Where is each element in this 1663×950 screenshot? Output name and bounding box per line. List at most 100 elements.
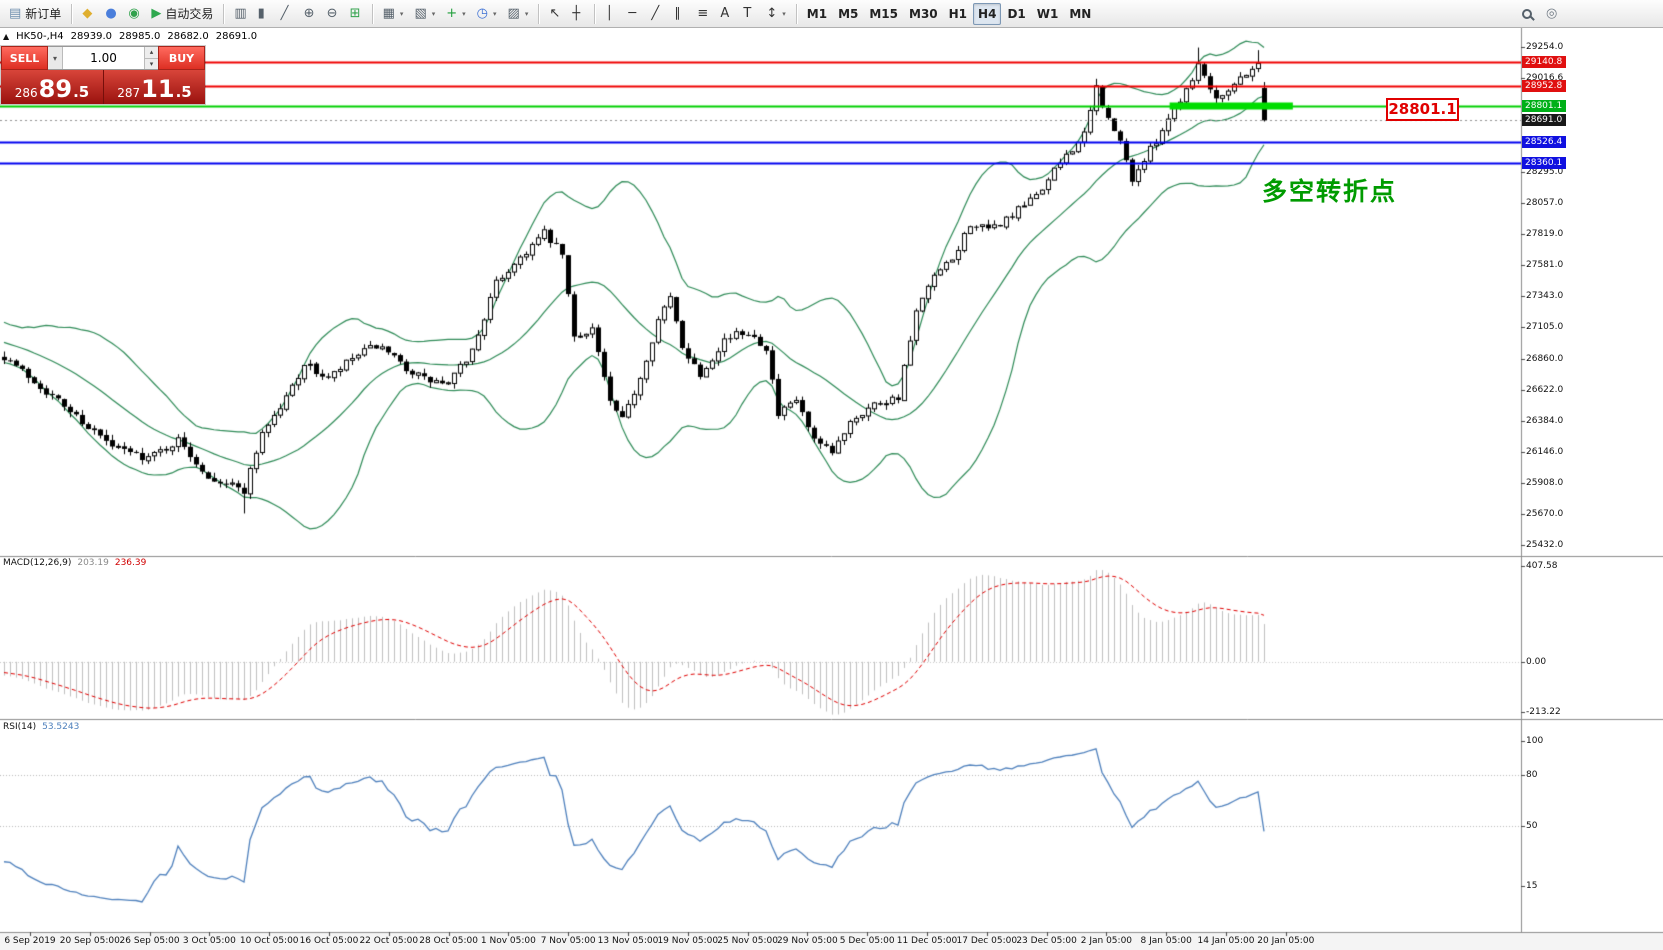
macd-main-value: 203.19 <box>77 558 109 568</box>
time-axis-label: 14 Jan 05:00 <box>1197 936 1255 946</box>
horizontal-line-button[interactable]: ─ <box>623 3 645 25</box>
sell-price-display[interactable]: 286 89 .5 <box>1 70 103 104</box>
templates-button[interactable]: ▨ ▾ <box>503 3 534 25</box>
macd-axis-tick-label: 0.00 <box>1526 656 1547 667</box>
text-button[interactable]: A <box>715 3 737 25</box>
indicators-plus-icon: + <box>446 6 458 21</box>
label-button[interactable]: T <box>738 3 760 25</box>
time-axis-label: 23 Dec 05:00 <box>1016 936 1077 946</box>
time-axis-label: 3 Oct 05:00 <box>182 936 236 946</box>
search-button[interactable] <box>1517 3 1539 25</box>
cursor-button[interactable]: ↖ <box>544 3 566 25</box>
timeframe-m15-button[interactable]: M15 <box>864 3 903 25</box>
autotrading-button[interactable]: ▶ 自动交易 <box>146 3 218 25</box>
toolbar-separator <box>538 3 540 24</box>
toolbar-right-group: ◎ <box>1517 3 1563 25</box>
volume-spinner[interactable]: ▴ ▾ <box>144 47 158 69</box>
bar-chart-button[interactable]: ▥ <box>229 3 251 25</box>
zoom-in-icon: ⊕ <box>303 6 315 21</box>
new-chart-button[interactable]: ▦ ▾ <box>378 3 409 25</box>
time-axis-label: 26 Sep 05:00 <box>119 936 180 946</box>
time-axis-label: 2 Jan 05:00 <box>1080 936 1133 946</box>
sell-price-big-digits: 89 <box>38 75 73 103</box>
line-chart-button[interactable]: ╱ <box>276 3 298 25</box>
timeframe-h1-button[interactable]: H1 <box>944 3 972 25</box>
crosshair-button[interactable]: ┼ <box>567 3 589 25</box>
timeframe-w1-button[interactable]: W1 <box>1032 3 1064 25</box>
sell-price-pip: .5 <box>73 83 90 101</box>
timeframe-m30-button[interactable]: M30 <box>904 3 943 25</box>
dropdown-caret-icon: ▾ <box>493 9 497 18</box>
timeframe-d1-button[interactable]: D1 <box>1002 3 1030 25</box>
price-level-badge: 28360.1 <box>1522 157 1566 170</box>
fibonacci-button[interactable]: ≡ <box>692 3 714 25</box>
candlestick-chart-button[interactable]: ▮ <box>253 3 275 25</box>
volume-increase-icon[interactable]: ▴ <box>145 47 158 58</box>
macd-signal-value: 236.39 <box>114 558 147 568</box>
horizontal-line-icon: ─ <box>628 6 637 21</box>
community-button[interactable]: ● <box>100 3 122 25</box>
periods-button[interactable]: ◷ ▾ <box>472 3 502 25</box>
arrows-button[interactable]: ↕ ▾ <box>761 3 790 25</box>
trendline-button[interactable]: ╱ <box>646 3 668 25</box>
macd-axis-tick-label: -213.22 <box>1526 706 1561 717</box>
zoom-out-button[interactable]: ⊖ <box>322 3 344 25</box>
macd-label: MACD(12,26,9) <box>3 558 72 568</box>
indicators-button[interactable]: + ▾ <box>441 3 470 25</box>
quick-help-button[interactable]: ◎ <box>1541 3 1563 25</box>
price-axis-tick-label: 25908.0 <box>1526 477 1564 488</box>
price-axis-tick-label: 27581.0 <box>1526 259 1564 270</box>
time-axis-label: 17 Dec 05:00 <box>956 936 1018 946</box>
timeframe-mn-button[interactable]: MN <box>1064 3 1096 25</box>
fibonacci-icon: ≡ <box>697 6 709 21</box>
price-level-callout[interactable]: 28801.1 <box>1386 98 1459 121</box>
metaeditor-icon: ◆ <box>82 6 93 21</box>
rsi-label: RSI(14) <box>3 722 37 732</box>
community-icon: ● <box>105 6 117 21</box>
timeframe-h4-button[interactable]: H4 <box>973 2 1002 25</box>
volume-field[interactable]: ▾ 1.00 ▴ ▾ <box>48 46 158 70</box>
volume-decrease-icon[interactable]: ▾ <box>145 57 158 69</box>
buy-button[interactable]: BUY <box>158 46 205 70</box>
price-axis-tick-label: 26860.0 <box>1526 353 1564 364</box>
sell-price-prefix: 286 <box>14 86 38 100</box>
sell-button[interactable]: SELL <box>1 46 48 70</box>
volume-dropdown-icon[interactable]: ▾ <box>48 47 63 69</box>
time-axis-label: 13 Nov 05:00 <box>597 936 659 946</box>
chart-overlay: ▲ HK50-,H4 28939.0 28985.0 28682.0 28691… <box>0 28 1663 950</box>
dropdown-caret-icon: ▾ <box>431 9 436 18</box>
market-button[interactable]: ◉ <box>123 3 145 25</box>
label-icon: T <box>743 6 752 21</box>
price-chart-canvas[interactable] <box>0 28 1663 950</box>
channel-icon: ∥ <box>674 6 681 21</box>
search-icon <box>1522 8 1532 19</box>
timeframe-m1-button[interactable]: M1 <box>802 3 832 25</box>
chart-open-value: 28939.0 <box>70 31 112 42</box>
timeframe-w1-button-label: W1 <box>1036 6 1059 21</box>
new-chart-icon: ▦ <box>382 6 395 21</box>
price-level-badge: 28691.0 <box>1522 114 1566 127</box>
channel-button[interactable]: ∥ <box>669 3 691 25</box>
profiles-button[interactable]: ▧ ▾ <box>409 3 440 25</box>
metaeditor-button[interactable]: ◆ <box>77 3 99 25</box>
autotrading-play-icon: ▶ <box>151 6 162 21</box>
tile-windows-button[interactable]: ⊞ <box>345 3 367 25</box>
dropdown-caret-icon: ▾ <box>524 9 529 18</box>
volume-value[interactable]: 1.00 <box>90 51 117 65</box>
one-click-collapse-arrow[interactable]: ▲ <box>3 32 10 41</box>
vertical-line-button[interactable]: │ <box>600 3 622 25</box>
timeframe-m5-button[interactable]: M5 <box>833 3 863 25</box>
buy-price-pip: .5 <box>175 83 192 101</box>
tile-windows-icon: ⊞ <box>349 6 361 21</box>
main-toolbar: ▤ 新订单 ◆ ● ◉ ▶ 自动交易 ▥ ▮ ╱ ⊕ ⊖ ⊞ ▦ ▾ ▧ ▾ + ▾ ◷ ▾ ▨ ▾ ↖ ┼ │ ─ ╱ ∥ ≡ A T ↕ ▾ M… <box>0 0 1663 28</box>
dropdown-caret-icon: ▾ <box>462 9 466 18</box>
timeframe-h4-button-label: H4 <box>978 6 997 21</box>
price-level-badge: 28526.4 <box>1522 135 1566 148</box>
price-axis-tick-label: 26622.0 <box>1526 384 1564 395</box>
buy-price-display[interactable]: 287 11 .5 <box>103 70 205 104</box>
zoom-in-button[interactable]: ⊕ <box>299 3 321 25</box>
toolbar-separator <box>795 3 797 24</box>
new-order-button[interactable]: ▤ 新订单 <box>4 3 66 25</box>
text-icon: A <box>720 6 730 21</box>
